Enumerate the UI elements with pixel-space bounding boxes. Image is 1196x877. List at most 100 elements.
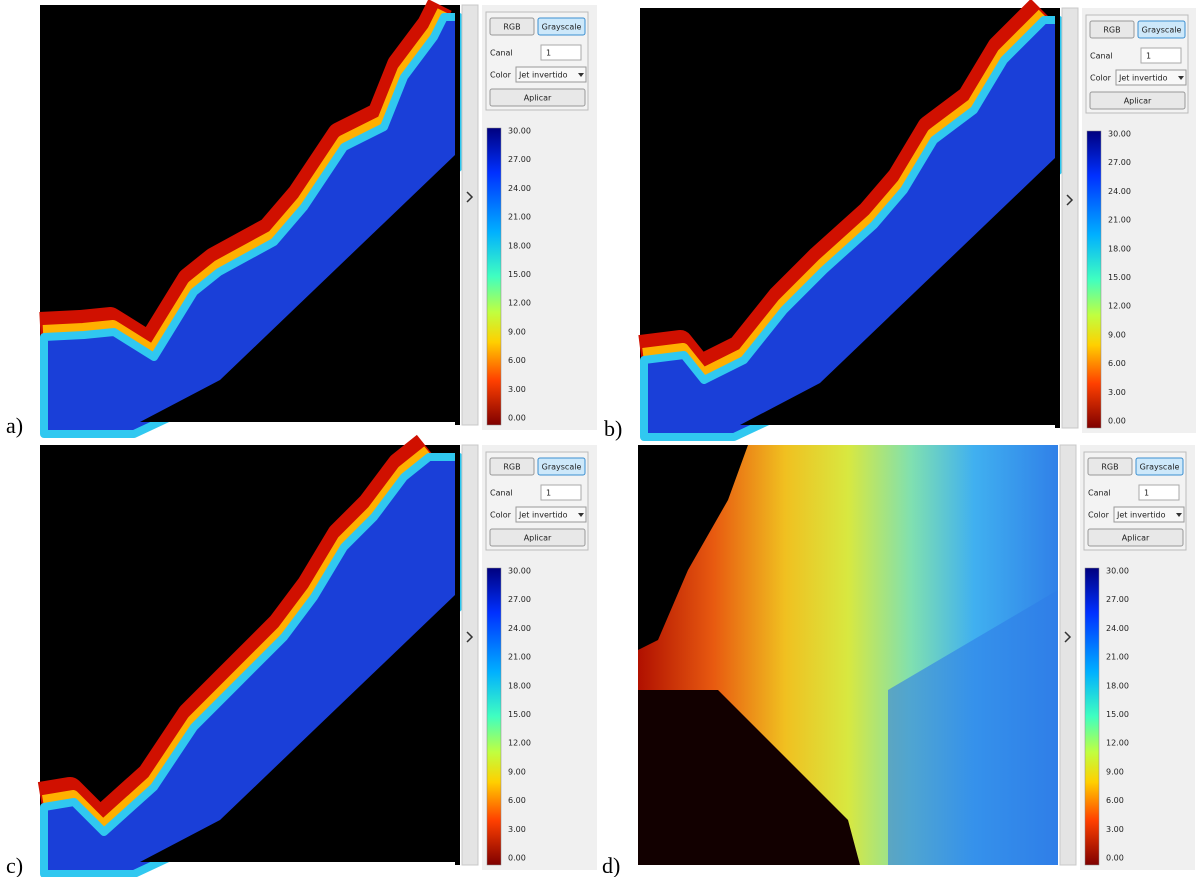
- panel-label: d): [602, 853, 620, 877]
- colorbar-tick-label: 15.00: [1108, 273, 1131, 282]
- shore-red: [39, 0, 452, 358]
- colorbar-tick-label: 6.00: [508, 796, 526, 805]
- color-label: Color: [1088, 511, 1110, 520]
- mode-button-label: RGB: [503, 463, 520, 472]
- map-content: [39, 0, 463, 438]
- collapse-arrow: [1064, 631, 1072, 643]
- color-combobox[interactable]: [1113, 506, 1185, 523]
- colorbar-tick-label: 18.00: [508, 681, 531, 690]
- colorbar: [486, 567, 502, 866]
- clip-right: [455, 5, 460, 425]
- colorbar-tick-label: 15.00: [508, 270, 531, 279]
- channel-spinbox[interactable]: [1138, 484, 1180, 501]
- mode-button[interactable]: [537, 17, 586, 36]
- channel-label: Canal: [1090, 52, 1113, 61]
- combo-arrow: [578, 513, 584, 517]
- color-combobox[interactable]: [1115, 69, 1187, 86]
- apply-button[interactable]: [1087, 528, 1184, 547]
- color-label: Color: [490, 511, 512, 520]
- map-image: [638, 0, 1063, 441]
- mode-button[interactable]: [1087, 457, 1133, 476]
- channel-value: 1: [1146, 52, 1151, 61]
- colorbar-tick-label: 24.00: [1106, 624, 1129, 633]
- mode-button[interactable]: [1137, 20, 1186, 39]
- mode-button-label: Grayscale: [542, 23, 582, 32]
- color-value: Jet invertido: [1116, 511, 1166, 520]
- colorbar-tick-label: 9.00: [508, 767, 526, 776]
- mode-button[interactable]: [489, 17, 535, 36]
- colorbar-tick-label: 24.00: [508, 184, 531, 193]
- colorbar-tick-label: 3.00: [508, 385, 526, 394]
- colorbar-tick-label: 3.00: [1106, 825, 1124, 834]
- colorbar-tick-label: 3.00: [508, 825, 526, 834]
- colorbar-tick-label: 6.00: [1106, 796, 1124, 805]
- collapse-arrow: [466, 191, 474, 203]
- colorbar-tick-label: 12.00: [1106, 739, 1129, 748]
- colorbar-tick-label: 15.00: [1106, 710, 1129, 719]
- color-value: Jet invertido: [518, 511, 568, 520]
- map-image: [638, 445, 1058, 865]
- colorbar-tick-label: 0.00: [508, 854, 526, 863]
- color-value: Jet invertido: [518, 71, 568, 80]
- apply-button[interactable]: [489, 88, 586, 107]
- colorbar-tick-label: 27.00: [1108, 158, 1131, 167]
- clip-black: [740, 158, 1055, 425]
- colorbar-tick-label: 9.00: [1106, 767, 1124, 776]
- map-image: [37, 434, 463, 877]
- channel-spinbox[interactable]: [1140, 47, 1182, 64]
- colorbar-tick-label: 24.00: [508, 624, 531, 633]
- channel-label: Canal: [490, 489, 513, 498]
- colorbar: [486, 127, 502, 426]
- mode-button[interactable]: [1089, 20, 1135, 39]
- channel-spinbox[interactable]: [540, 44, 582, 61]
- channel-label: Canal: [490, 49, 513, 58]
- panel-label: a): [6, 413, 23, 438]
- combo-arrow: [578, 73, 584, 77]
- colorbar-tick-label: 27.00: [508, 155, 531, 164]
- panel: RGB Grayscale Canal 1 Color Jet invertido Apli…: [604, 0, 1196, 441]
- colorbar: [1084, 567, 1100, 866]
- map-content: [37, 434, 463, 877]
- land-bottom: [638, 690, 860, 865]
- collapse-arrow: [466, 631, 474, 643]
- shore-yellow: [42, 8, 449, 357]
- clip-right: [1055, 8, 1060, 428]
- mode-button-label: Grayscale: [1140, 463, 1180, 472]
- colorbar-tick-label: 21.00: [1108, 216, 1131, 225]
- apply-button-label: Aplicar: [524, 94, 552, 103]
- colorbar-tick-label: 21.00: [1106, 653, 1129, 662]
- apply-button[interactable]: [489, 528, 586, 547]
- channel-value: 1: [546, 49, 551, 58]
- colorbar-tick-label: 30.00: [508, 567, 531, 576]
- colorbar-tick-label: 21.00: [508, 213, 531, 222]
- mode-button-label: Grayscale: [542, 463, 582, 472]
- color-combobox[interactable]: [515, 66, 587, 83]
- channel-spinbox[interactable]: [540, 484, 582, 501]
- color-label: Color: [1090, 74, 1112, 83]
- panel-label: c): [6, 853, 23, 877]
- map-content: [638, 0, 1063, 441]
- combo-arrow: [1176, 513, 1182, 517]
- mode-button[interactable]: [1135, 457, 1184, 476]
- mode-button[interactable]: [489, 457, 535, 476]
- colorbar-tick-label: 18.00: [1106, 681, 1129, 690]
- colorbar-tick-label: 0.00: [1106, 854, 1124, 863]
- clip-black: [140, 595, 455, 862]
- collapse-strip: [461, 444, 479, 866]
- color-combobox[interactable]: [515, 506, 587, 523]
- mode-button[interactable]: [537, 457, 586, 476]
- color-value: Jet invertido: [1118, 74, 1168, 83]
- apply-button[interactable]: [1089, 91, 1186, 110]
- apply-button-label: Aplicar: [1124, 97, 1152, 106]
- colorbar-tick-label: 0.00: [508, 414, 526, 423]
- colorbar-tick-label: 6.00: [1108, 359, 1126, 368]
- color-label: Color: [490, 71, 512, 80]
- combo-arrow: [1178, 76, 1184, 80]
- collapse-arrow: [1066, 194, 1074, 206]
- colorbar: [1086, 130, 1102, 429]
- colorbar-tick-label: 6.00: [508, 356, 526, 365]
- colorbar-tick-label: 0.00: [1108, 417, 1126, 426]
- colorbar-tick-label: 30.00: [508, 127, 531, 136]
- colorbar-tick-label: 9.00: [1108, 330, 1126, 339]
- colorbar-tick-label: 9.00: [508, 327, 526, 336]
